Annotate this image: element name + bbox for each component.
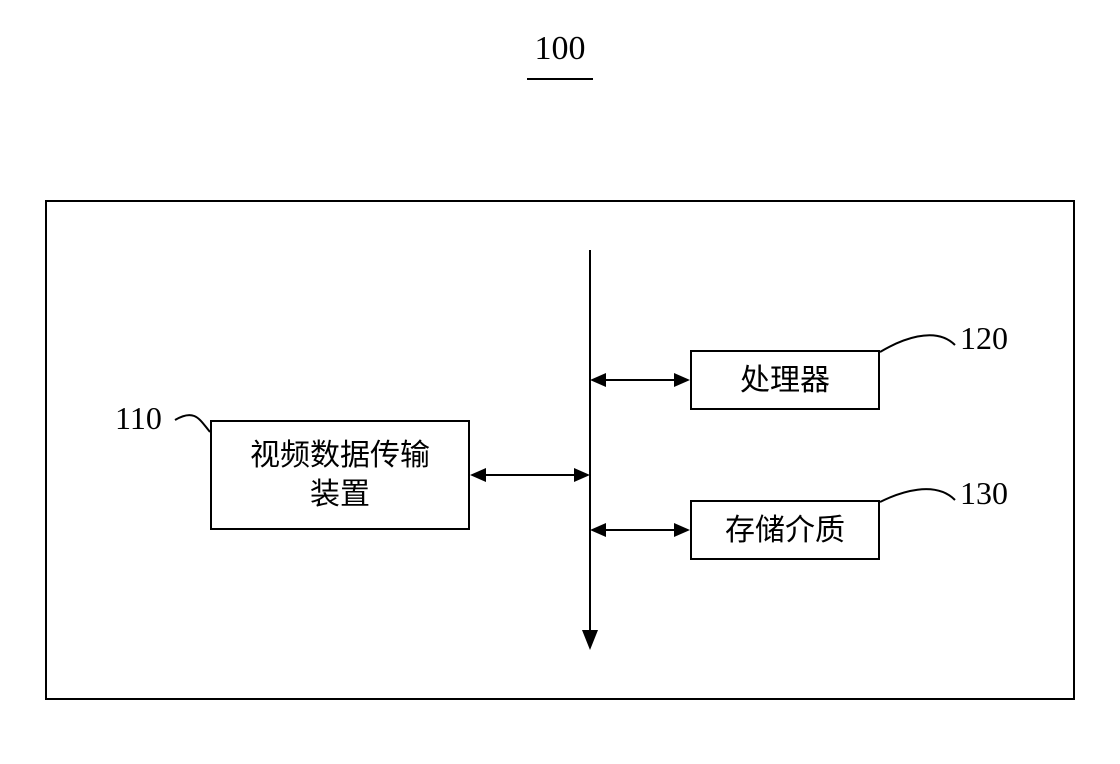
- system-boundary-box: [45, 200, 1075, 700]
- diagram-canvas: 100 视频数据传输 装置 处理器 存储介质 110 120 130: [0, 0, 1120, 764]
- node-storage-medium: 存储介质: [690, 500, 880, 560]
- node-label: 存储介质: [725, 511, 845, 550]
- ref-label-130: 130: [960, 475, 1008, 512]
- ref-label-120: 120: [960, 320, 1008, 357]
- figure-number-underline: [527, 78, 593, 80]
- node-label: 视频数据传输 装置: [250, 436, 430, 514]
- node-label-line1: 视频数据传输: [250, 439, 430, 472]
- figure-number: 100: [0, 30, 1120, 68]
- node-label: 处理器: [740, 361, 830, 400]
- node-processor: 处理器: [690, 350, 880, 410]
- ref-label-110: 110: [115, 400, 162, 437]
- node-label-line2: 装置: [310, 478, 370, 511]
- node-video-data-transmission-device: 视频数据传输 装置: [210, 420, 470, 530]
